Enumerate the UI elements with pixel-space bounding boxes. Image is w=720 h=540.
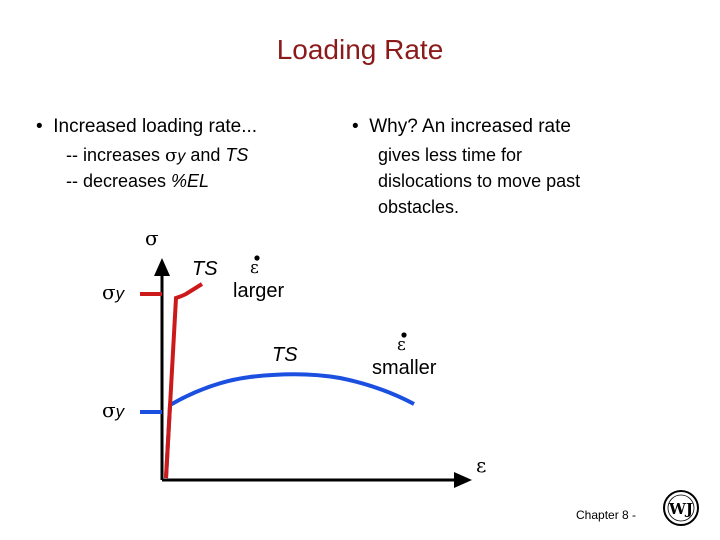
left-sub-line-2: -- decreases %EL xyxy=(66,171,209,192)
x-axis-arrow-icon xyxy=(454,472,472,488)
y-axis-label: σ xyxy=(145,226,159,250)
left-bullet-text: Increased loading rate... xyxy=(53,116,258,137)
ts-label-slow: TS xyxy=(272,344,298,366)
slow-rate-curve xyxy=(164,372,415,479)
ts-text: TS xyxy=(225,145,249,165)
y-axis-arrow-icon xyxy=(154,258,170,276)
bullet-dot: • xyxy=(36,116,54,137)
left-bullet: • Increased loading rate... xyxy=(36,116,257,138)
sigma-symbol: σ xyxy=(165,145,178,166)
page-title: Loading Rate xyxy=(276,34,444,65)
bullet-dot: • xyxy=(352,116,370,137)
line1-mid: and xyxy=(185,145,226,165)
x-axis-label: ε xyxy=(476,453,487,477)
ts-label-fast: TS xyxy=(192,258,218,280)
rate-symbol-smaller: ε xyxy=(397,335,406,355)
sigma-y-label-slow: σy xyxy=(102,398,125,422)
sigma-subscript: y xyxy=(177,148,186,165)
smaller-label: smaller xyxy=(372,357,437,379)
rate-symbol-larger: ε xyxy=(250,258,259,278)
svg-text:WJ: WJ xyxy=(668,500,693,518)
larger-label: larger xyxy=(233,280,285,302)
line1-prefix: -- increases xyxy=(66,145,166,165)
right-line-3: obstacles. xyxy=(378,197,460,217)
right-line-2: dislocations to move past xyxy=(378,171,581,191)
sigma-y-label-fast: σy xyxy=(102,280,125,304)
line2-prefix: -- decreases xyxy=(66,171,172,191)
right-bullet-text: Why? An increased rate xyxy=(369,116,571,137)
publisher-logo-icon: WJ xyxy=(662,489,700,527)
el-text: %EL xyxy=(171,171,210,191)
right-bullet: • Why? An increased rate xyxy=(352,116,571,138)
right-line-1: gives less time for xyxy=(378,145,523,165)
fast-rate-curve xyxy=(164,282,204,479)
rate-dot-smaller-icon xyxy=(401,332,407,338)
left-sub-line-1: -- increases σy and TS xyxy=(66,145,248,166)
chapter-label: Chapter 8 - xyxy=(576,508,637,522)
rate-dot-larger-icon xyxy=(254,255,260,261)
